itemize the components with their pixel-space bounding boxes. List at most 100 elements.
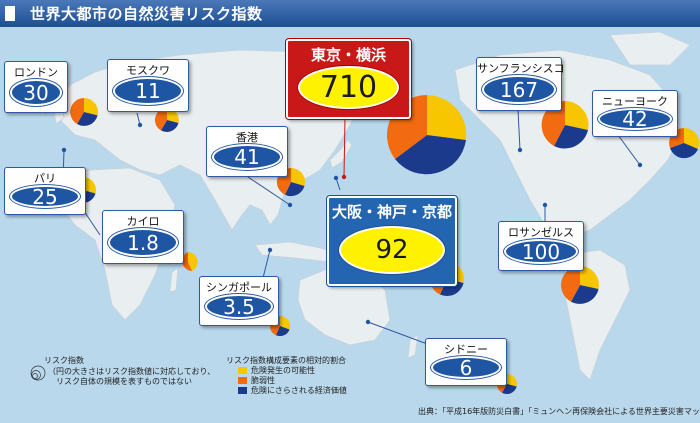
risk-value-cairo: 1.8: [127, 230, 159, 255]
callout-losangeles: ロサンゼルス 100: [498, 221, 584, 271]
pie-sg-hazard: [280, 315, 291, 330]
risk-value-newyork: 42: [622, 107, 648, 131]
pie-sydney-exposure: [502, 384, 517, 395]
leader-sanfrancisco: [517, 109, 521, 151]
leader-newyork: [617, 134, 641, 166]
callout-tokyo: 東京・横浜 710: [286, 39, 411, 119]
leader-hongkong: [244, 174, 291, 206]
pie-la-exposure: [571, 285, 599, 304]
pie-sg-exposure: [276, 326, 290, 337]
callout-osaka: 大阪・神戸・京都 92: [327, 196, 457, 286]
pie-london: [70, 97, 99, 126]
land-japan: [329, 139, 353, 169]
source-citation: 出典：「平成16年版防災白書」「ミュンヘン再保険会社による世界主要災害マップ」: [418, 407, 700, 416]
city-name-singapore: シンガポール: [206, 281, 272, 294]
risk-oval-cairo: 1.8: [108, 228, 178, 257]
risk-value-moscow: 11: [135, 79, 161, 103]
pie-ny-vulnerability: [669, 128, 684, 148]
pie-ny-exposure: [670, 143, 698, 159]
title-bar: 世界大都市の自然災害リスク指数: [0, 0, 700, 27]
risk-value-sydney: 6: [459, 355, 473, 380]
pie-sf-exposure: [554, 125, 588, 149]
pie-hk-exposure: [285, 182, 305, 197]
pie-paris-hazard: [83, 177, 96, 194]
risk-value-sanfrancisco: 167: [499, 77, 539, 102]
pie-cairo-hazard: [188, 252, 198, 271]
city-name-sanfrancisco: サンフランシスコ: [477, 62, 565, 75]
dot-osaka: [333, 175, 339, 181]
legend: リスク指数 （円の大きさはリスク指数値に対応しており、 リスク自体の規模を表すも…: [30, 355, 430, 405]
leader-tokyo: [343, 117, 346, 178]
dot-tokyo: [341, 174, 347, 180]
city-name-london: ロンドン: [14, 66, 58, 79]
pie-la-vulnerability: [561, 266, 580, 302]
pie-tokyo-exposure: [395, 135, 466, 175]
dot-sanfrancisco: [517, 147, 523, 153]
risk-oval-sanfrancisco: 167: [482, 75, 556, 104]
callout-moscow: モスクワ 11: [107, 59, 189, 112]
pie-cairo-vulnerability: [182, 252, 192, 271]
leader-sydney: [367, 321, 431, 346]
legend-factor-vulnerability: 脆弱性: [251, 376, 275, 385]
title-mark: [5, 6, 15, 21]
dot-paris: [61, 147, 67, 153]
risk-oval-tokyo: 710: [298, 66, 399, 109]
callout-hongkong: 香港 41: [206, 126, 288, 177]
risk-value-osaka: 92: [375, 235, 409, 265]
risk-oval-osaka: 92: [339, 226, 445, 274]
pie-ny-hazard: [684, 127, 700, 149]
callout-sanfrancisco: サンフランシスコ 167: [476, 57, 565, 111]
pie-sf-hazard: [565, 101, 589, 130]
risk-oval-london: 30: [10, 79, 62, 106]
risk-value-losangeles: 100: [521, 239, 561, 264]
risk-value-hongkong: 41: [234, 145, 260, 169]
callout-london: ロンドン 30: [4, 61, 68, 113]
risk-oval-paris: 25: [10, 185, 80, 209]
dot-singapore: [267, 247, 273, 253]
pie-moscow-vulnerability: [154, 108, 167, 131]
callout-paris: パリ 25: [4, 167, 86, 215]
pie-sanfrancisco: [541, 101, 589, 149]
legend-factor-hazard: 危険発生の可能性: [251, 366, 315, 375]
city-name-moscow: モスクワ: [126, 64, 170, 77]
pie-sf-vulnerability: [541, 101, 565, 146]
page-title: 世界大都市の自然災害リスク指数: [30, 5, 263, 23]
city-name-sydney: シドニー: [444, 343, 488, 356]
city-name-newyork: ニューヨーク: [602, 95, 668, 108]
legend-circles-icon: [30, 365, 46, 381]
legend-risk-note-2: リスク自体の規模を表すものではない: [56, 377, 192, 386]
city-name-losangeles: ロサンゼルス: [508, 226, 574, 239]
risk-oval-hongkong: 41: [212, 144, 282, 170]
city-name-cairo: カイロ: [126, 215, 160, 228]
risk-oval-losangeles: 100: [504, 239, 578, 264]
land-newzealand: [407, 334, 419, 359]
pie-london-exposure: [77, 112, 98, 126]
city-name-tokyo: 東京・横浜: [310, 46, 386, 64]
swatch-vulnerability: [238, 377, 247, 384]
pie-london-vulnerability: [70, 98, 84, 124]
land-greenland: [609, 31, 691, 66]
dot-losangeles: [542, 202, 548, 208]
pie-sydney-hazard: [507, 373, 518, 387]
callout-newyork: ニューヨーク 42: [592, 90, 678, 137]
callout-sydney: シドニー 6: [425, 338, 507, 386]
risk-value-tokyo: 710: [319, 70, 378, 105]
pie-la-hazard: [580, 266, 599, 289]
pie-moscow: [154, 108, 179, 132]
legend-risk-note-1: （円の大きさはリスク指数値に対応しており、: [48, 367, 216, 376]
swatch-exposure: [238, 387, 247, 394]
pie-cairo: [182, 252, 198, 271]
risk-value-london: 30: [23, 80, 49, 105]
risk-oval-moscow: 11: [113, 77, 183, 105]
risk-oval-newyork: 42: [598, 107, 672, 131]
dot-hongkong: [287, 202, 293, 208]
callout-singapore: シンガポール 3.5: [199, 276, 279, 326]
city-name-osaka: 大阪・神戸・京都: [331, 203, 452, 221]
legend-risk-heading: リスク指数: [44, 356, 84, 365]
city-name-hongkong: 香港: [236, 131, 258, 144]
risk-oval-singapore: 3.5: [205, 294, 273, 319]
pie-moscow-exposure: [161, 120, 179, 132]
dot-moscow: [137, 122, 143, 128]
legend-factors-heading: リスク指数構成要素の相対的割合: [226, 356, 346, 365]
risk-value-singapore: 3.5: [223, 294, 255, 319]
